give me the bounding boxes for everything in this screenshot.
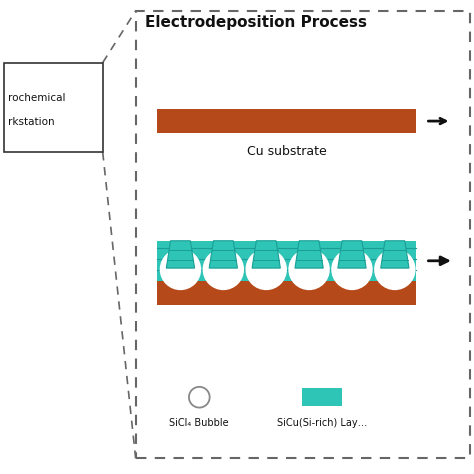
Circle shape bbox=[374, 249, 416, 290]
Bar bbox=[157, 241, 416, 281]
Polygon shape bbox=[338, 241, 366, 268]
Circle shape bbox=[288, 249, 330, 290]
Text: SiCu(Si-rich) Lay…: SiCu(Si-rich) Lay… bbox=[277, 419, 367, 428]
Circle shape bbox=[202, 249, 244, 290]
Text: SiCl₄ Bubble: SiCl₄ Bubble bbox=[170, 419, 229, 428]
Circle shape bbox=[246, 249, 287, 290]
Polygon shape bbox=[381, 241, 409, 268]
Polygon shape bbox=[209, 241, 237, 268]
Text: Electrodeposition Process: Electrodeposition Process bbox=[145, 15, 367, 30]
Text: Cu substrate: Cu substrate bbox=[246, 145, 327, 158]
Bar bbox=[157, 281, 416, 305]
Bar bbox=[136, 11, 470, 458]
Circle shape bbox=[189, 387, 210, 408]
Text: rochemical: rochemical bbox=[9, 93, 66, 103]
Polygon shape bbox=[295, 241, 323, 268]
Circle shape bbox=[160, 249, 201, 290]
Polygon shape bbox=[166, 241, 195, 268]
Circle shape bbox=[331, 249, 373, 290]
Bar bbox=[157, 109, 416, 133]
Bar bbox=[4, 63, 103, 152]
Text: rkstation: rkstation bbox=[9, 117, 55, 127]
Polygon shape bbox=[252, 241, 280, 268]
Bar bbox=[302, 388, 342, 406]
